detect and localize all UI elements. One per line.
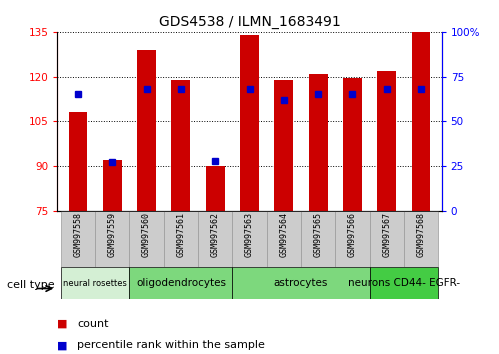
Text: GSM997562: GSM997562	[211, 212, 220, 257]
Bar	[172, 80, 190, 211]
Bar	[370, 211, 404, 267]
Text: GSM997560: GSM997560	[142, 212, 151, 257]
Text: GSM997564: GSM997564	[279, 212, 288, 257]
Bar	[309, 74, 327, 211]
Bar	[266, 211, 301, 267]
Bar	[233, 267, 370, 299]
Bar	[404, 211, 438, 267]
Bar	[61, 211, 95, 267]
Bar	[103, 160, 122, 211]
Bar	[68, 112, 87, 211]
Bar	[61, 267, 129, 299]
Bar	[377, 70, 396, 211]
Text: ■: ■	[57, 340, 68, 350]
Text: GSM997563: GSM997563	[245, 212, 254, 257]
Bar	[129, 267, 233, 299]
Bar	[164, 211, 198, 267]
Title: GDS4538 / ILMN_1683491: GDS4538 / ILMN_1683491	[159, 16, 340, 29]
Bar	[274, 80, 293, 211]
Text: GSM997565: GSM997565	[313, 212, 323, 257]
Text: GSM997559: GSM997559	[108, 212, 117, 257]
Bar	[233, 211, 266, 267]
Bar	[301, 211, 335, 267]
Text: GSM997566: GSM997566	[348, 212, 357, 257]
Bar	[95, 211, 129, 267]
Text: astrocytes: astrocytes	[274, 278, 328, 288]
Bar	[129, 211, 164, 267]
Text: GSM997568: GSM997568	[417, 212, 426, 257]
Text: percentile rank within the sample: percentile rank within the sample	[77, 340, 265, 350]
Text: count: count	[77, 319, 109, 329]
Text: GSM997567: GSM997567	[382, 212, 391, 257]
Bar	[370, 267, 438, 299]
Bar	[240, 35, 259, 211]
Text: neural rosettes: neural rosettes	[63, 279, 127, 288]
Bar	[206, 166, 225, 211]
Text: neurons CD44- EGFR-: neurons CD44- EGFR-	[348, 278, 460, 288]
Bar	[412, 32, 431, 211]
Text: oligodendrocytes: oligodendrocytes	[136, 278, 226, 288]
Bar	[198, 211, 233, 267]
Text: ■: ■	[57, 319, 68, 329]
Text: GSM997558: GSM997558	[73, 212, 82, 257]
Text: cell type: cell type	[7, 280, 55, 290]
Bar	[343, 78, 362, 211]
Bar	[137, 50, 156, 211]
Bar	[335, 211, 370, 267]
Text: GSM997561: GSM997561	[176, 212, 186, 257]
